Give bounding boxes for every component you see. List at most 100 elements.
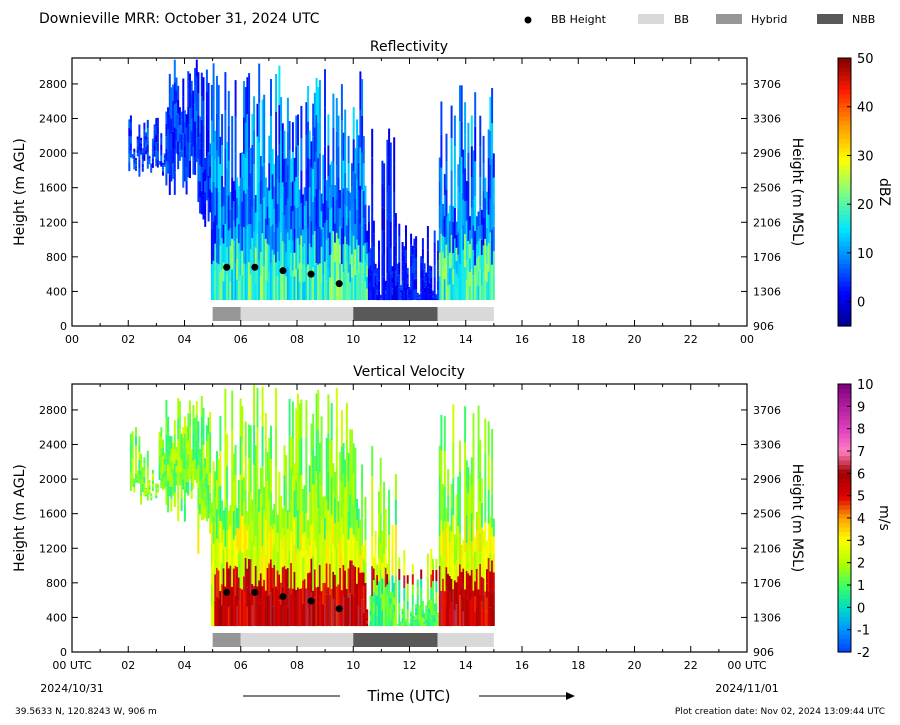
- heatmap-cell: [131, 449, 134, 460]
- heatmap-cell: [183, 110, 186, 123]
- heatmap-cell: [214, 471, 217, 498]
- heatmap-cell: [239, 153, 242, 178]
- bb-height-point: [223, 263, 231, 271]
- heatmap-cell: [273, 605, 276, 627]
- colorbar-band: [838, 589, 851, 595]
- heatmap-cell: [237, 205, 240, 225]
- heatmap-cell: [384, 509, 387, 529]
- heatmap-cell: [342, 216, 345, 245]
- heatmap-cell: [231, 146, 234, 178]
- x-tick-label: 10: [346, 333, 360, 346]
- heatmap-cell: [474, 536, 477, 552]
- heatmap-cell: [281, 152, 284, 183]
- heatmap-cell: [216, 262, 218, 301]
- heatmap-cell: [182, 468, 185, 480]
- heatmap-cell: [470, 207, 473, 239]
- heatmap-cell: [259, 547, 262, 574]
- heatmap-cell: [261, 166, 264, 200]
- heatmap-cell: [477, 442, 480, 480]
- heatmap-cell: [280, 517, 283, 540]
- heatmap-cell: [423, 614, 426, 617]
- heatmap-cell: [388, 603, 391, 626]
- heatmap-cell: [459, 471, 461, 503]
- heatmap-cell: [145, 150, 148, 155]
- heatmap-cell: [226, 141, 229, 169]
- heatmap-cell: [231, 269, 234, 301]
- heatmap-cell: [153, 124, 156, 130]
- heatmap-cell: [320, 486, 323, 522]
- heatmap-cell: [325, 563, 328, 595]
- colorbar-band: [838, 477, 851, 483]
- x-tick-label: 12: [403, 333, 417, 346]
- heatmap-cell: [185, 127, 188, 141]
- heatmap-cell: [138, 159, 141, 168]
- heatmap-cell: [399, 621, 402, 623]
- heatmap-cell: [410, 616, 413, 619]
- heatmap-cell: [470, 238, 473, 270]
- heatmap-cell: [307, 157, 310, 193]
- heatmap-cell: [281, 241, 284, 271]
- heatmap-cell: [421, 238, 424, 249]
- heatmap-cell: [308, 215, 311, 244]
- heatmap-cell: [229, 192, 232, 210]
- heatmap-cell: [379, 541, 382, 570]
- colorbar-band: [838, 549, 851, 555]
- heatmap-cell: [259, 599, 262, 627]
- heatmap-cell: [432, 581, 434, 593]
- heatmap-cell: [229, 264, 232, 282]
- heatmap-cell: [302, 264, 305, 283]
- heatmap-cell: [189, 108, 191, 126]
- heatmap-cell: [420, 278, 423, 286]
- heatmap-cell: [325, 469, 328, 501]
- heatmap-cell: [435, 603, 438, 615]
- heatmap-cell: [261, 586, 264, 626]
- heatmap-cell: [209, 143, 212, 155]
- heatmap-cell: [391, 266, 394, 272]
- heatmap-cell: [432, 295, 434, 297]
- heatmap-cell: [239, 474, 242, 513]
- heatmap-cell: [258, 142, 261, 182]
- heatmap-cell: [170, 473, 173, 487]
- heatmap-cell: [432, 558, 434, 570]
- heatmap-cell: [342, 595, 345, 626]
- heatmap-cell: [133, 485, 136, 488]
- heatmap-cell: [361, 226, 364, 264]
- heatmap-cell: [369, 265, 372, 275]
- y-tick-label-right: 2506: [753, 182, 781, 195]
- heatmap-cell: [442, 578, 445, 603]
- heatmap-cell: [386, 563, 389, 575]
- heatmap-cell: [266, 243, 269, 263]
- heatmap-cell: [194, 121, 197, 140]
- heatmap-cell: [183, 134, 186, 146]
- heatmap-cell: [428, 282, 431, 289]
- heatmap-cell: [356, 583, 359, 605]
- heatmap-cell: [209, 166, 212, 178]
- heatmap-cell: [381, 160, 384, 184]
- heatmap-cell: [248, 148, 251, 187]
- heatmap-cell: [263, 128, 266, 164]
- heatmap-cell: [131, 154, 134, 155]
- heatmap-cell: [482, 562, 485, 579]
- heatmap-cell: [325, 437, 328, 470]
- heatmap-cell: [361, 152, 364, 190]
- x-tick-label: 16: [515, 659, 529, 672]
- colorbar-band: [838, 250, 851, 256]
- heatmap-cell: [280, 164, 283, 199]
- velocity-y2-label: Height (m MSL): [789, 464, 805, 573]
- heatmap-cell: [200, 96, 203, 120]
- heatmap-cell: [146, 475, 149, 484]
- heatmap-cell: [475, 230, 478, 245]
- heatmap-cell: [178, 142, 181, 152]
- heatmap-cell: [367, 252, 370, 269]
- heatmap-cell: [248, 458, 251, 492]
- heatmap-cell: [332, 196, 335, 232]
- heatmap-cell: [469, 244, 472, 259]
- heatmap-cell: [210, 605, 213, 627]
- heatmap-cell: [428, 265, 431, 272]
- heatmap-cell: [421, 600, 424, 606]
- heatmap-cell: [194, 68, 197, 86]
- heatmap-cell: [347, 597, 350, 626]
- legend-hybrid-swatch: [716, 14, 742, 24]
- heatmap-cell: [244, 592, 247, 627]
- x-tick-label: 00 UTC: [727, 659, 767, 672]
